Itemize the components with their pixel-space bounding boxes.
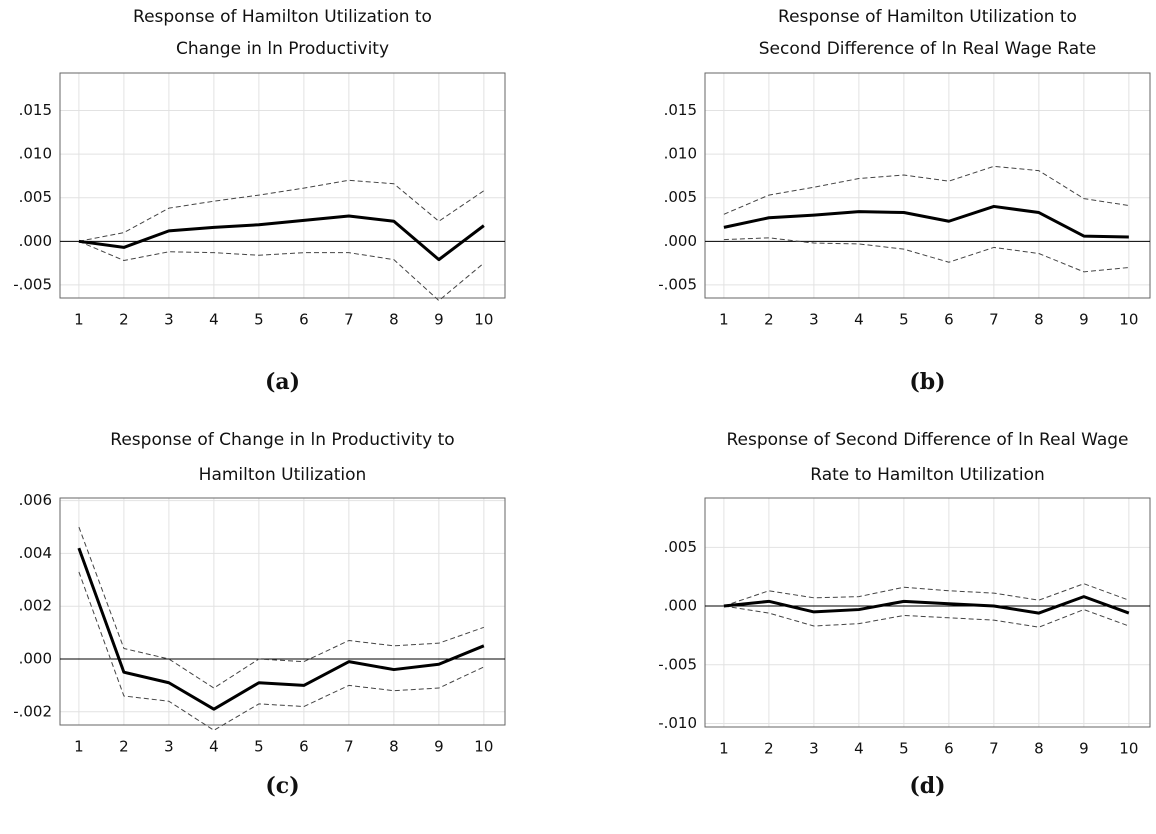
- x-tick-label: 2: [764, 311, 774, 329]
- x-tick-label: 7: [344, 311, 354, 329]
- y-tick-label: .000: [19, 650, 52, 668]
- plot-frame: [59, 72, 506, 299]
- y-tick-label: .000: [664, 232, 697, 250]
- x-tick-label: 10: [474, 311, 493, 329]
- y-tick-label: -.005: [658, 275, 697, 293]
- x-tick-label: 3: [809, 740, 819, 758]
- y-tick-label: .005: [19, 188, 52, 206]
- caption: (d): [909, 773, 945, 799]
- x-tick-label: 8: [389, 738, 399, 756]
- x-tick-label: 5: [254, 738, 264, 756]
- chart-title: Response of Second Difference of ln Real…: [727, 430, 1129, 450]
- y-tick-label: -.005: [13, 275, 52, 293]
- x-tick-label: 4: [209, 738, 219, 756]
- y-tick-label: .005: [664, 188, 697, 206]
- series-line: [78, 526, 485, 689]
- x-tick-label: 3: [164, 311, 174, 329]
- x-tick-label: 9: [1079, 311, 1089, 329]
- y-tick-label: .000: [19, 232, 52, 250]
- x-tick-label: 5: [899, 311, 909, 329]
- series-line: [78, 214, 485, 262]
- series-line: [723, 595, 1130, 615]
- series-line: [77, 547, 485, 711]
- y-tick-label: .015: [19, 101, 52, 119]
- x-tick-label: 6: [299, 738, 309, 756]
- series-line: [78, 179, 485, 242]
- y-tick-label: .005: [664, 538, 697, 556]
- x-tick-label: 4: [209, 311, 219, 329]
- y-tick-label: .000: [664, 597, 697, 615]
- y-tick-label: .002: [19, 597, 52, 615]
- x-tick-label: 4: [854, 740, 864, 758]
- x-tick-label: 1: [74, 311, 84, 329]
- x-tick-label: 6: [944, 740, 954, 758]
- x-tick-label: 7: [989, 740, 999, 758]
- x-tick-label: 2: [764, 740, 774, 758]
- plot-frame: [704, 497, 1151, 728]
- chart-title: Second Difference of ln Real Wage Rate: [759, 39, 1097, 59]
- x-tick-label: 1: [719, 740, 729, 758]
- x-tick-label: 1: [74, 738, 84, 756]
- y-tick-label: .015: [664, 101, 697, 119]
- chart-title: Response of Hamilton Utilization to: [133, 7, 432, 27]
- x-tick-label: 8: [389, 311, 399, 329]
- x-tick-label: 10: [474, 738, 493, 756]
- chart-title: Change in ln Productivity: [176, 39, 389, 59]
- chart-title: Response of Change in ln Productivity to: [110, 430, 454, 450]
- caption: (b): [909, 369, 945, 395]
- x-tick-label: 7: [344, 738, 354, 756]
- panel: Response of Change in ln Productivity to…: [13, 430, 506, 799]
- x-tick-label: 10: [1119, 740, 1138, 758]
- series-line: [78, 571, 485, 731]
- x-tick-label: 2: [119, 311, 129, 329]
- chart-title: Response of Hamilton Utilization to: [778, 7, 1077, 27]
- plot-frame: [59, 497, 506, 726]
- x-tick-label: 5: [254, 311, 264, 329]
- panel: Response of Second Difference of ln Real…: [658, 430, 1151, 799]
- chart-title: Rate to Hamilton Utilization: [810, 465, 1045, 485]
- x-tick-label: 8: [1034, 740, 1044, 758]
- x-tick-label: 9: [434, 738, 444, 756]
- x-tick-label: 10: [1119, 311, 1138, 329]
- y-tick-label: .010: [664, 145, 697, 163]
- y-tick-label: -.005: [658, 655, 697, 673]
- x-tick-label: 9: [1079, 740, 1089, 758]
- y-tick-label: .006: [19, 491, 52, 509]
- caption: (a): [265, 369, 300, 395]
- x-tick-label: 4: [854, 311, 864, 329]
- x-tick-label: 3: [164, 738, 174, 756]
- series-line: [723, 605, 1130, 628]
- panel: Response of Hamilton Utilization to Secon…: [658, 7, 1151, 395]
- x-tick-label: 7: [989, 311, 999, 329]
- caption: (c): [265, 773, 299, 799]
- x-tick-label: 2: [119, 738, 129, 756]
- x-tick-label: 3: [809, 311, 819, 329]
- series-line: [723, 204, 1129, 239]
- chart-title: Hamilton Utilization: [199, 465, 367, 485]
- y-tick-label: -.010: [658, 714, 697, 732]
- plot-frame: [704, 72, 1151, 299]
- y-tick-label: .010: [19, 145, 52, 163]
- x-tick-label: 8: [1034, 311, 1044, 329]
- y-tick-label: -.002: [13, 702, 52, 720]
- series-line: [723, 237, 1129, 273]
- series-line: [78, 240, 485, 302]
- x-tick-label: 9: [434, 311, 444, 329]
- y-tick-label: .004: [19, 544, 52, 562]
- x-tick-label: 6: [299, 311, 309, 329]
- series-line: [723, 165, 1129, 215]
- panel: Response of Hamilton Utilization to Chang…: [13, 7, 506, 395]
- x-tick-label: 6: [944, 311, 954, 329]
- x-tick-label: 1: [719, 311, 729, 329]
- x-tick-label: 5: [899, 740, 909, 758]
